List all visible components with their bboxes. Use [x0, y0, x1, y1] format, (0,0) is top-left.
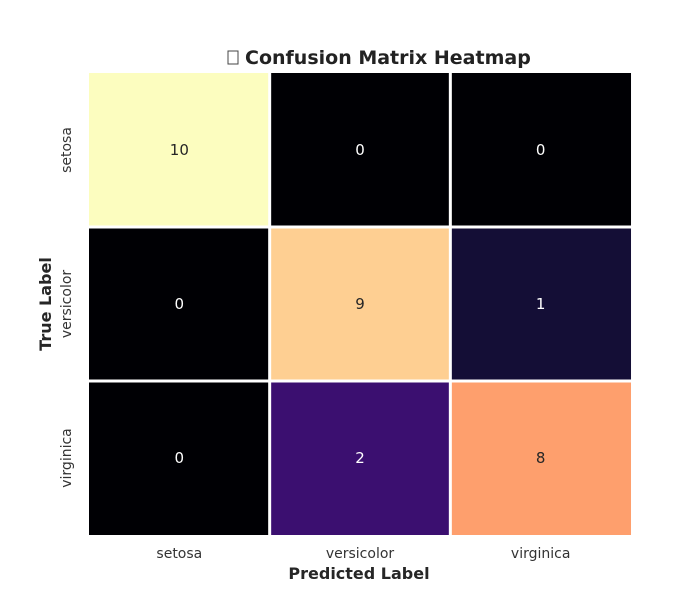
- y-tick-label: virginica: [59, 428, 75, 488]
- heatmap-cell-labels: 10 0 00 9 10 2 8: [170, 141, 546, 467]
- chart-title-text: Confusion Matrix Heatmap: [245, 47, 531, 69]
- heatmap-cell-value: 2: [355, 449, 365, 467]
- heatmap-cell-value: 8: [536, 449, 546, 467]
- y-tick-label: versicolor: [59, 270, 75, 339]
- y-axis-ticks: setosa versicolor virginica: [59, 127, 75, 488]
- x-tick-label: virginica: [511, 546, 571, 562]
- heatmap-cell-value: 0: [355, 141, 365, 159]
- heatmap-cell-value: 9: [355, 295, 365, 313]
- y-axis-title: True Label: [36, 257, 55, 351]
- heatmap-cell-virginica-versicolor: [271, 382, 449, 535]
- x-axis-ticks: setosa versicolor virginica: [156, 546, 570, 562]
- y-tick-label: setosa: [59, 127, 75, 173]
- heatmap-cell-virginica-setosa: [89, 382, 269, 535]
- heatmap-cell-value: 1: [536, 295, 546, 313]
- heatmap-cell-versicolor-versicolor: [271, 228, 449, 380]
- x-tick-label: setosa: [156, 546, 202, 562]
- x-axis-title: Predicted Label: [288, 564, 429, 583]
- heatmap-cell-value: 0: [536, 141, 546, 159]
- heatmap-cell-value: 10: [170, 141, 189, 159]
- heatmap-cells: [89, 73, 632, 535]
- heatmap-cell-virginica-virginica: [451, 382, 632, 535]
- heatmap-cell-versicolor-virginica: [451, 228, 632, 380]
- heatmap-cell-setosa-setosa: [89, 73, 269, 226]
- heatmap-cell-value: 0: [175, 295, 185, 313]
- heatmap-cell-versicolor-setosa: [89, 228, 269, 380]
- heatmap-cell-setosa-virginica: [451, 73, 632, 226]
- heatmap-cell-setosa-versicolor: [271, 73, 449, 226]
- x-tick-label: versicolor: [326, 546, 395, 562]
- chart-icon: [227, 50, 239, 65]
- chart-title: Confusion Matrix Heatmap: [227, 47, 531, 69]
- heatmap-cell-value: 0: [175, 449, 185, 467]
